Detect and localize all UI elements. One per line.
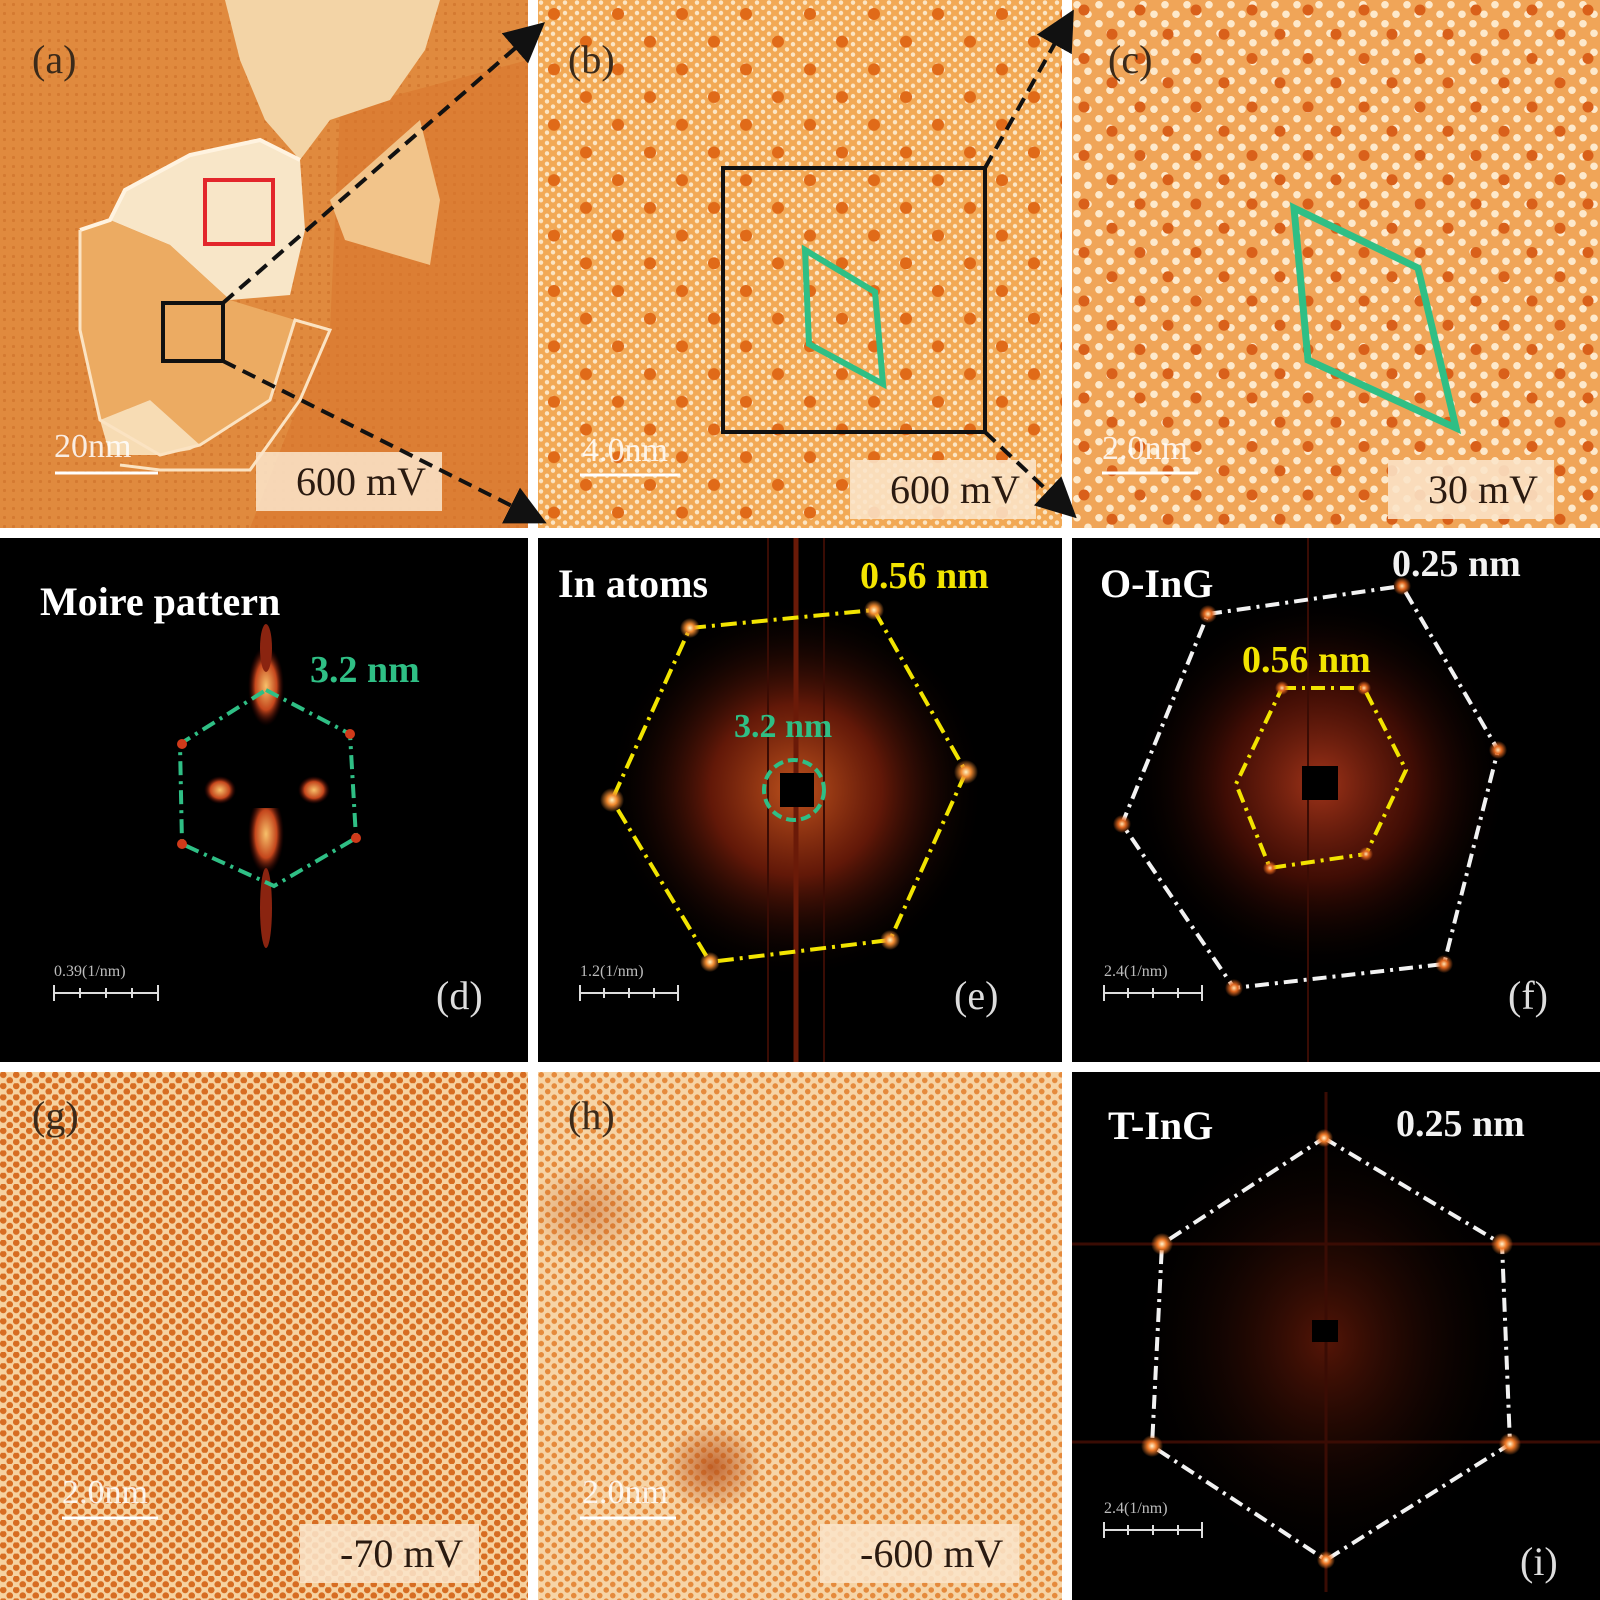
panel-label-g: (g) — [32, 1093, 79, 1138]
scale-text-b: 4.0nm — [582, 432, 668, 469]
scale-text-d: 0.39(1/nm) — [54, 963, 126, 980]
scale-bar-i — [1103, 1522, 1203, 1538]
fft-title-i: T-InG — [1108, 1103, 1214, 1148]
fft-title-e: In atoms — [558, 561, 709, 606]
black-box — [161, 301, 225, 363]
bias-c: 30 mV — [1388, 460, 1554, 519]
panel-d-image — [0, 538, 528, 1062]
fft-value-i: 0.25 nm — [1396, 1103, 1525, 1145]
scale-text-c: 2.0nm — [1102, 430, 1188, 467]
panel-c-image — [1072, 0, 1600, 528]
panel-i-image — [1072, 1072, 1600, 1600]
scale-text-h: 2.0nm — [582, 1474, 668, 1511]
panel-g-image — [0, 1072, 528, 1600]
fft-value-outer-f: 0.25 nm — [1392, 543, 1521, 585]
fft-title-f: O-InG — [1100, 561, 1214, 606]
scale-text-a: 20nm — [54, 428, 132, 465]
panel-b-image — [538, 0, 1062, 528]
scale-bar-f — [1103, 985, 1203, 1001]
fft-value-inner-e: 3.2 nm — [734, 708, 833, 745]
panel-h-image — [538, 1072, 1062, 1600]
fft-value-inner-f: 0.56 nm — [1242, 639, 1371, 681]
black-box-b — [721, 166, 987, 434]
panel-a: (a) 20nm 600 mV — [0, 0, 528, 528]
fft-value-d: 3.2 nm — [310, 649, 420, 691]
panel-b: (b) 4.0nm 600 mV — [538, 0, 1062, 528]
panel-g: (g) 2.0nm -70 mV — [0, 1072, 528, 1600]
moire-cell-b — [801, 244, 887, 390]
panel-label-h: (h) — [568, 1093, 615, 1138]
panel-i: T-InG 0.25 nm 2.4(1/nm) (i) — [1072, 1072, 1600, 1600]
panel-label-i: (i) — [1520, 1539, 1558, 1584]
panel-f-image — [1072, 538, 1600, 1062]
panel-label-a: (a) — [32, 37, 77, 82]
scale-text-f: 2.4(1/nm) — [1104, 963, 1168, 980]
scale-text-i: 2.4(1/nm) — [1104, 1500, 1168, 1517]
fft-value-outer-e: 0.56 nm — [860, 555, 989, 597]
panel-d: Moire pattern 3.2 nm 0.39(1/nm) (d) — [0, 538, 528, 1062]
bias-g: -70 mV — [300, 1524, 480, 1583]
scale-bar-e — [579, 985, 679, 1001]
panel-label-b: (b) — [568, 37, 615, 82]
panel-label-d: (d) — [436, 973, 483, 1018]
panel-h: (h) 2.0nm -600 mV — [538, 1072, 1062, 1600]
panel-label-c: (c) — [1108, 37, 1153, 82]
fft-title-d: Moire pattern — [40, 579, 281, 624]
panel-c: (c) 2.0nm 30 mV — [1072, 0, 1600, 528]
bias-a: 600 mV — [256, 452, 442, 511]
panel-f: O-InG 0.25 nm 0.56 nm 2.4(1/nm) (f) — [1072, 538, 1600, 1062]
panel-label-f: (f) — [1508, 973, 1548, 1018]
panel-label-e: (e) — [954, 973, 999, 1018]
scale-bar-d — [53, 985, 159, 1001]
scale-text-g: 2.0nm — [62, 1474, 148, 1511]
panel-e: In atoms 0.56 nm 3.2 nm 1.2(1/nm) (e) — [538, 538, 1062, 1062]
moire-cell-c — [1289, 202, 1462, 435]
moire-ring-e — [762, 758, 826, 822]
bias-b: 600 mV — [850, 460, 1036, 519]
bias-h: -600 mV — [820, 1524, 1020, 1583]
scale-text-e: 1.2(1/nm) — [580, 963, 644, 980]
panel-e-image — [538, 538, 1062, 1062]
